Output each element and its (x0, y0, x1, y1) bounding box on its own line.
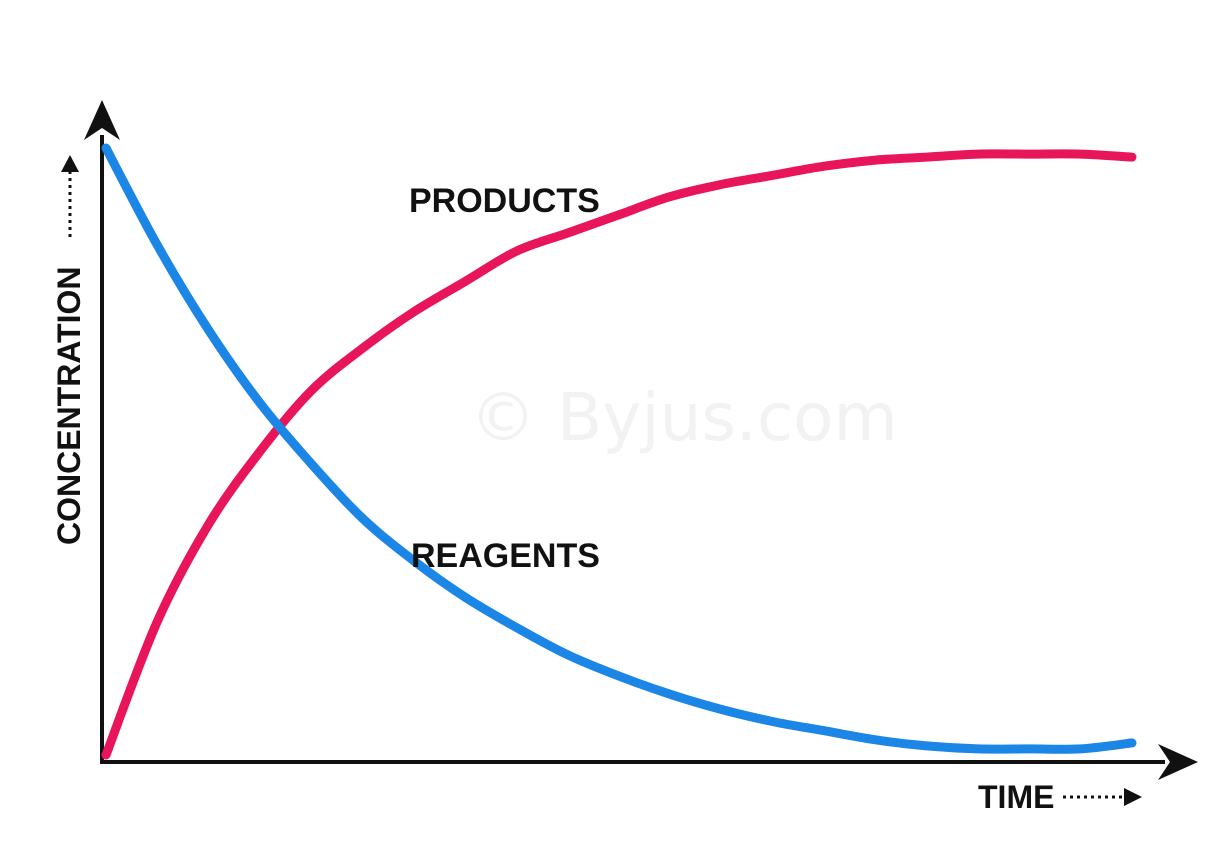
products-label: PRODUCTS (409, 182, 600, 220)
reagents-curve (101, 143, 1137, 754)
y-axis-label: CONCENTRATION (51, 267, 87, 546)
y-axis-title: CONCENTRATION (51, 155, 87, 545)
x-axis-arrow-icon (1158, 744, 1198, 780)
series-group (101, 143, 1137, 760)
x-axis-dotted-arrow-icon (1124, 788, 1142, 806)
axes (84, 100, 1198, 780)
x-axis-label: TIME (978, 779, 1054, 815)
y-axis-arrow-icon (84, 100, 120, 140)
products-curve (101, 149, 1137, 760)
x-axis-title: TIME (978, 779, 1142, 815)
reagents-label: REAGENTS (411, 537, 600, 575)
watermark-text: © Byjus.com (470, 379, 898, 456)
y-axis-dotted-arrow-icon (61, 155, 79, 172)
